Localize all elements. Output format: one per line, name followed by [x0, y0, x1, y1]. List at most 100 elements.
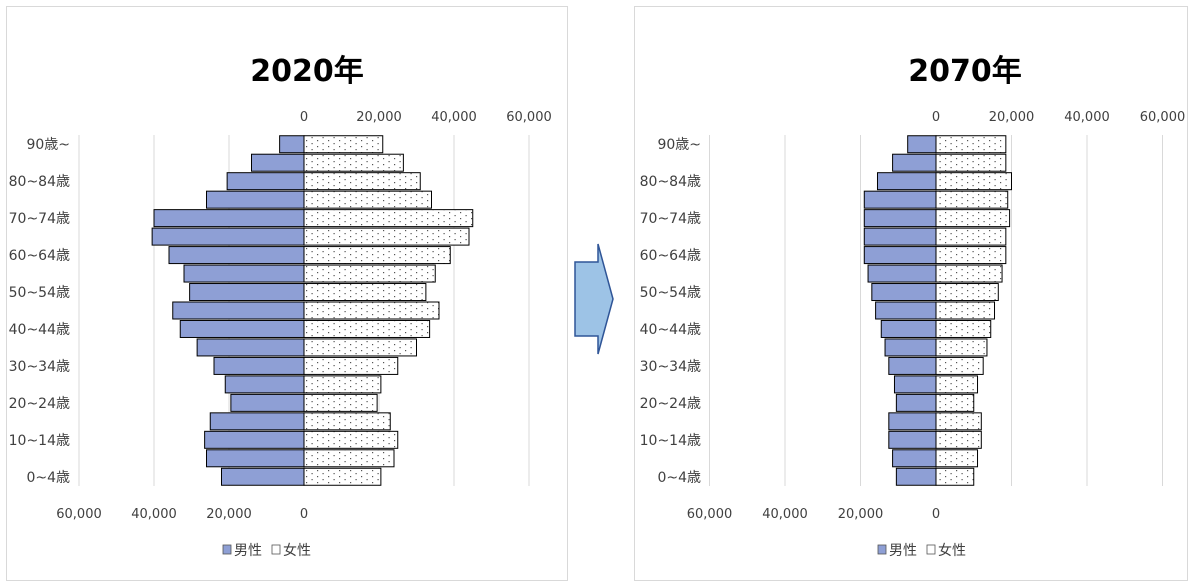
- bar-female: [303, 319, 431, 338]
- bar-male: [893, 375, 937, 394]
- bar-male: [892, 153, 937, 172]
- bar-female: [935, 135, 1007, 154]
- bar-female: [935, 393, 975, 412]
- bar-male: [183, 264, 305, 283]
- pyramid-chart-2070: 2070年 0 20,000 40,000 60,000 60,000 40,000 20,0…: [634, 6, 1188, 581]
- top-tick-label: 40,000: [1064, 110, 1110, 125]
- legend-swatch-female: [926, 544, 936, 555]
- bar-male: [888, 356, 937, 375]
- bar-male: [863, 227, 937, 246]
- bottom-tick-label: 0: [300, 507, 308, 522]
- bar-male: [279, 135, 305, 154]
- category-label: 0~4歳: [26, 470, 70, 486]
- bar-female: [303, 264, 436, 283]
- top-tick-label: 0: [300, 110, 308, 125]
- bar-male: [895, 393, 937, 412]
- bar-female: [303, 338, 417, 357]
- bar-male: [168, 246, 305, 265]
- bar-male: [251, 153, 305, 172]
- top-tick-label: 0: [932, 110, 940, 125]
- top-tick-label: 40,000: [431, 110, 477, 125]
- bar-male: [151, 227, 305, 246]
- bar-male: [863, 246, 937, 265]
- bar-male: [230, 393, 305, 412]
- bar-male: [884, 338, 937, 357]
- category-label: 20~24歳: [9, 396, 70, 412]
- bar-female: [935, 172, 1012, 191]
- bar-female: [935, 338, 988, 357]
- bar-female: [303, 135, 384, 154]
- bottom-tick-label: 60,000: [56, 507, 102, 522]
- arrow-icon: [572, 242, 616, 356]
- bar-male: [221, 467, 305, 486]
- category-label: 30~34歳: [640, 359, 701, 375]
- bar-female: [303, 449, 395, 468]
- bar-female: [935, 283, 999, 302]
- bar-male: [153, 209, 305, 228]
- bar-male: [172, 301, 305, 320]
- bar-female: [303, 356, 399, 375]
- category-label: 30~34歳: [9, 359, 70, 375]
- legend-label-male: 男性: [234, 543, 262, 559]
- category-label: 90歳~: [657, 137, 701, 153]
- bar-female: [935, 190, 1009, 209]
- bottom-tick-label: 40,000: [762, 507, 808, 522]
- category-label: 70~74歳: [9, 211, 70, 227]
- bar-male: [206, 449, 305, 468]
- bar-male: [871, 283, 937, 302]
- category-label: 20~24歳: [640, 396, 701, 412]
- bottom-tick-label: 0: [932, 507, 940, 522]
- legend-swatch-male: [877, 544, 887, 555]
- category-label: 90歳~: [26, 137, 70, 153]
- bar-female: [303, 430, 399, 449]
- bar-male: [863, 190, 937, 209]
- legend-label-male: 男性: [889, 543, 917, 559]
- bottom-tick-label: 40,000: [131, 507, 177, 522]
- bar-male: [209, 412, 305, 431]
- bar-female: [303, 301, 440, 320]
- top-tick-label: 20,000: [989, 110, 1035, 125]
- top-tick-label: 60,000: [1140, 110, 1186, 125]
- bar-female: [303, 393, 378, 412]
- category-label: 60~64歳: [9, 248, 70, 264]
- bar-male: [204, 430, 305, 449]
- bottom-tick-label: 20,000: [838, 507, 884, 522]
- bar-female: [303, 172, 421, 191]
- pyramid-chart-2020-svg: 2020年 0 20,000 40,000 60,000 60,000 40,000 20,0…: [9, 54, 552, 559]
- bottom-tick-label: 20,000: [206, 507, 252, 522]
- bar-male: [892, 449, 937, 468]
- bar-female: [935, 356, 984, 375]
- bar-male: [888, 430, 937, 449]
- bar-female: [303, 227, 470, 246]
- category-label: 10~14歳: [640, 433, 701, 449]
- category-label: 0~4歳: [657, 470, 701, 486]
- bar-female: [303, 153, 404, 172]
- bar-male: [867, 264, 937, 283]
- bar-male: [875, 301, 937, 320]
- category-label: 60~64歳: [640, 248, 701, 264]
- chart-title: 2020年: [250, 54, 364, 89]
- bar-female: [935, 264, 1003, 283]
- bar-male: [863, 209, 937, 228]
- bottom-tick-label: 60,000: [687, 507, 733, 522]
- bar-female: [303, 246, 451, 265]
- bar-male: [206, 190, 305, 209]
- pyramid-chart-2020: 2020年 0 20,000 40,000 60,000 60,000 40,000 20,0…: [6, 6, 568, 581]
- bar-male: [907, 135, 937, 154]
- legend-swatch-female: [271, 544, 281, 555]
- legend-label-female: 女性: [283, 542, 311, 559]
- bar-female: [935, 449, 979, 468]
- category-label: 10~14歳: [9, 433, 70, 449]
- bar-male: [224, 375, 305, 394]
- legend-swatch-male: [222, 544, 232, 555]
- bar-female: [935, 375, 979, 394]
- bar-male: [876, 172, 937, 191]
- bar-male: [895, 467, 937, 486]
- bar-female: [303, 375, 382, 394]
- category-label: 80~84歳: [640, 174, 701, 190]
- bar-female: [303, 190, 432, 209]
- bar-female: [303, 283, 427, 302]
- bar-female: [303, 467, 382, 486]
- bar-male: [880, 319, 937, 338]
- category-label: 40~44歳: [9, 322, 70, 338]
